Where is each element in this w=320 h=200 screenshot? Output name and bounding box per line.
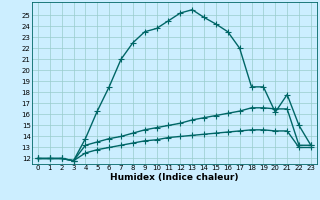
- X-axis label: Humidex (Indice chaleur): Humidex (Indice chaleur): [110, 173, 239, 182]
